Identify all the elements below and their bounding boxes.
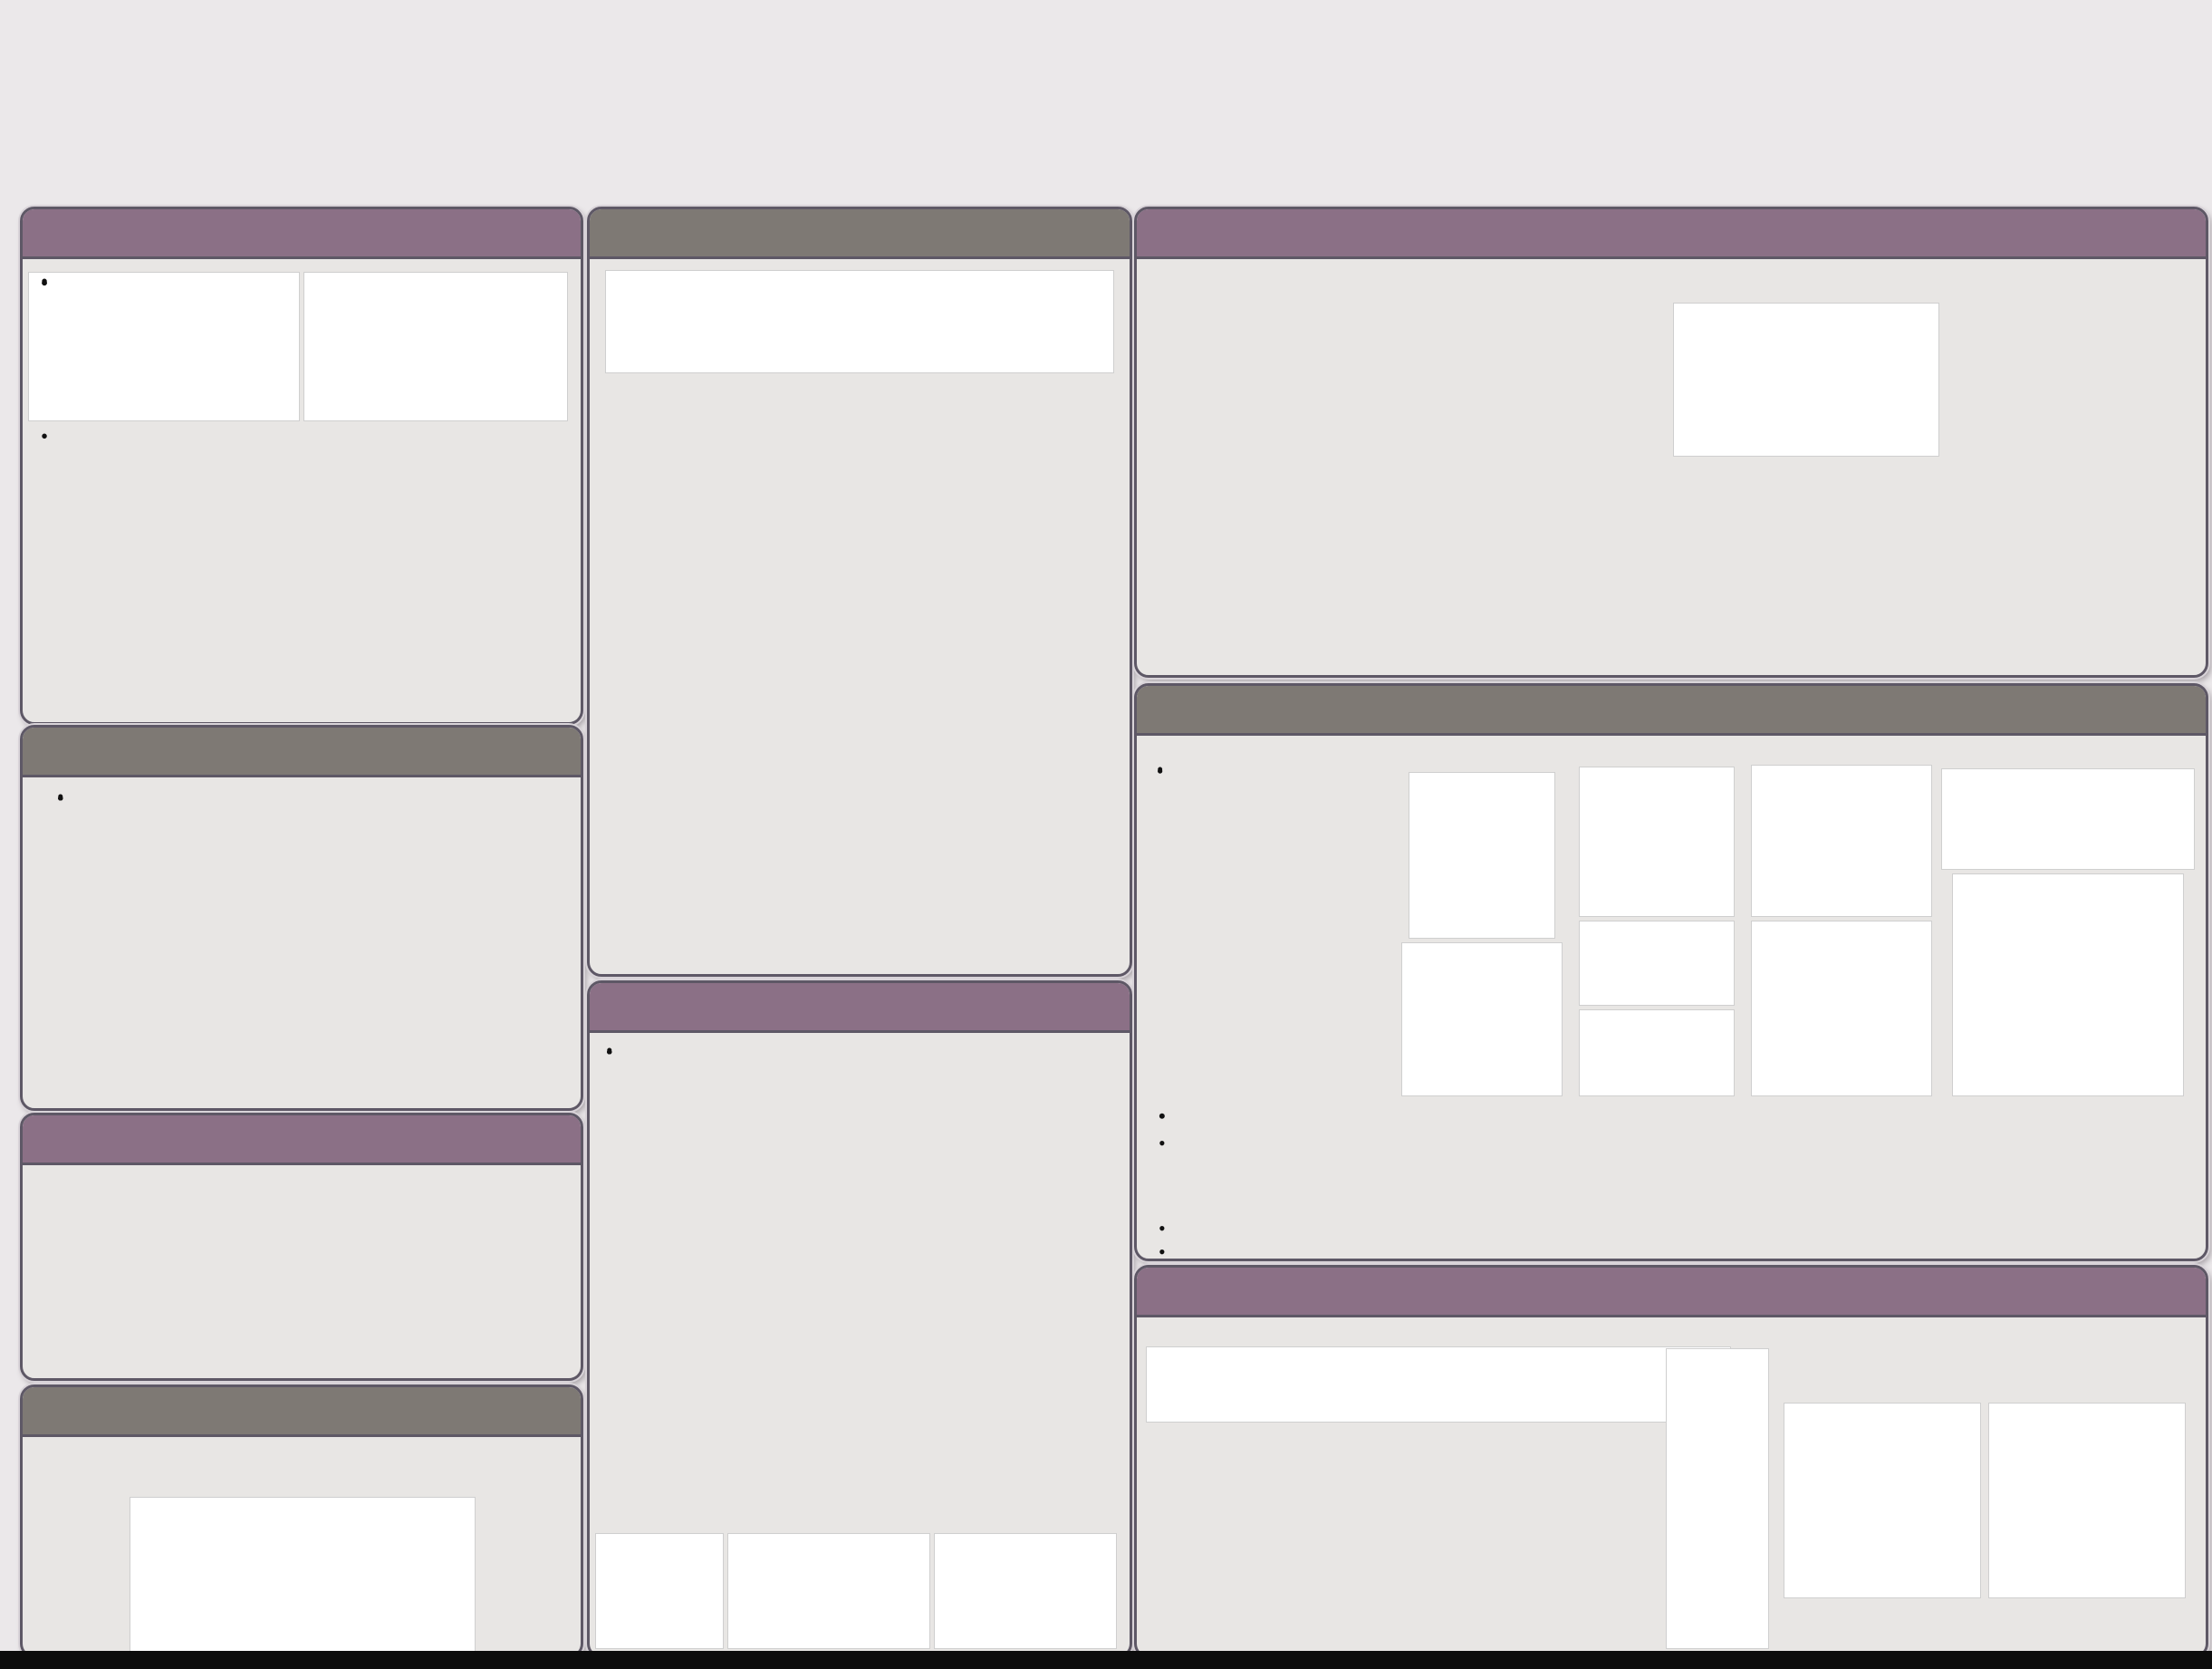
section-amb-header — [590, 209, 1130, 259]
section-outline — [20, 207, 583, 725]
spectrum-ftdac — [1751, 921, 1932, 1096]
spectrum-ccsd — [1401, 942, 1563, 1096]
hybrid-functional-cost-bar-chart — [1673, 462, 2195, 670]
group-photo — [130, 1497, 476, 1655]
spectrum-heatmap — [1579, 1009, 1735, 1096]
delaunay-graph-figure — [727, 1533, 930, 1649]
oo-distribution-chart — [1168, 1477, 1372, 1651]
section-hypergraphs — [587, 980, 1132, 1658]
nsf-logo-icon — [510, 1441, 568, 1502]
section-adaptive-many-body — [587, 207, 1132, 977]
h9o4-image — [1409, 772, 1555, 939]
section-ack-header — [23, 1387, 581, 1437]
iu-logo-left-icon — [50, 25, 186, 199]
section-ctm — [1134, 1265, 2208, 1658]
section-phf-header — [1137, 686, 2206, 736]
stabilization-error-chart-2 — [1407, 504, 1666, 670]
section-references-header — [23, 1115, 581, 1165]
gold-standard-2d-figure — [28, 272, 300, 421]
spectrum-admp — [1579, 921, 1735, 1006]
stabilization-error-chart-1 — [1407, 333, 1666, 500]
section-key-header — [23, 728, 581, 777]
section-acknowledgements — [20, 1384, 583, 1658]
section-efficient-algorithms — [1134, 207, 2208, 678]
two-node-topology-figure — [595, 1533, 724, 1649]
network-figure — [934, 1533, 1117, 1649]
section-key-innovations — [20, 725, 583, 1111]
spectrum-bomd-mp2 — [1952, 873, 2184, 1096]
alan-image — [1941, 768, 2195, 870]
cpu-scaling-chart-1 — [1142, 333, 1401, 500]
section-ctm-header — [1137, 1268, 2206, 1317]
gold-standard-3d-figure — [303, 272, 568, 421]
iu-logo-right-icon — [2026, 25, 2162, 199]
section-outline-header — [23, 209, 581, 259]
basis-extrapolation-bar-chart — [1943, 270, 2195, 477]
water-wire-image — [1146, 1346, 1731, 1423]
h43o21-image — [1751, 765, 1932, 917]
cpu-scaling-chart-2 — [1142, 504, 1401, 670]
potential-surface-contour — [1784, 1403, 1981, 1598]
helix-graph-image — [605, 270, 1114, 373]
section-phf-aimd — [1134, 683, 2208, 1261]
section-hyper-header — [590, 983, 1130, 1033]
section-references — [20, 1113, 583, 1381]
file-info-bar — [0, 1651, 2212, 1669]
condensed-phase-image — [1673, 303, 1939, 457]
eff-intro — [1137, 259, 2206, 270]
formic-dimer-image — [1666, 1348, 1769, 1649]
h13o6-image — [1579, 767, 1735, 917]
errors-contour — [1988, 1403, 2186, 1598]
section-eff-header — [1137, 209, 2206, 259]
error-distribution-chart — [1425, 1477, 1635, 1651]
